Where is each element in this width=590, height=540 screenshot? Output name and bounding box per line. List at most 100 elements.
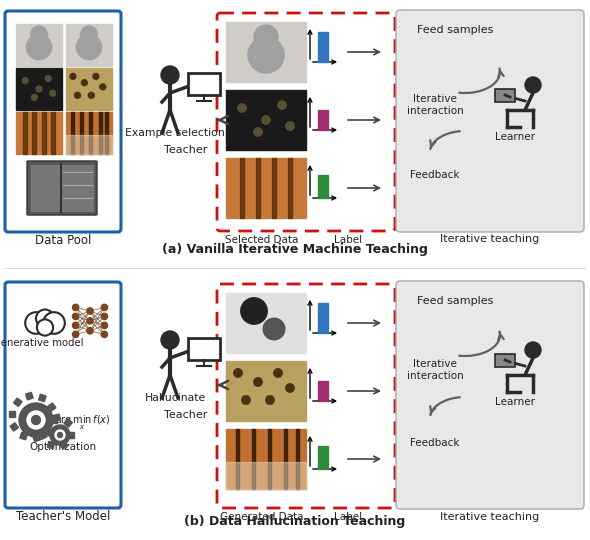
Text: Feedback: Feedback <box>410 438 460 448</box>
Circle shape <box>101 304 107 310</box>
Text: Label: Label <box>334 512 362 522</box>
Bar <box>14 398 22 407</box>
Circle shape <box>50 425 70 445</box>
Bar <box>99 112 101 154</box>
Bar <box>495 89 515 102</box>
Bar <box>226 158 306 218</box>
Text: Feed samples: Feed samples <box>417 296 493 306</box>
Circle shape <box>254 378 262 386</box>
Circle shape <box>286 384 294 392</box>
Circle shape <box>101 322 107 328</box>
Bar <box>16 24 62 66</box>
Bar <box>284 429 287 489</box>
Circle shape <box>55 430 65 440</box>
Circle shape <box>27 411 45 429</box>
Bar <box>42 112 45 154</box>
Circle shape <box>31 415 41 424</box>
Bar <box>31 165 93 211</box>
Bar <box>226 293 306 353</box>
Bar <box>64 418 73 427</box>
Circle shape <box>73 322 78 328</box>
Bar <box>80 112 83 154</box>
Circle shape <box>286 122 294 130</box>
Circle shape <box>76 35 101 60</box>
Bar <box>32 112 37 154</box>
Bar <box>33 434 41 442</box>
Bar <box>44 428 53 436</box>
Bar <box>9 411 15 417</box>
Circle shape <box>73 304 78 310</box>
Circle shape <box>248 37 284 73</box>
Bar <box>226 361 306 421</box>
Text: Feed samples: Feed samples <box>417 25 493 35</box>
Bar <box>66 24 112 66</box>
Circle shape <box>101 313 107 320</box>
FancyBboxPatch shape <box>396 281 584 509</box>
FancyBboxPatch shape <box>5 282 121 508</box>
FancyBboxPatch shape <box>27 161 97 215</box>
Bar <box>268 429 271 489</box>
Bar <box>318 446 328 469</box>
Text: Optimization: Optimization <box>30 442 97 452</box>
Bar <box>47 441 54 449</box>
Bar <box>66 135 112 154</box>
Circle shape <box>50 90 55 96</box>
Circle shape <box>22 78 28 84</box>
Circle shape <box>87 318 93 324</box>
Bar <box>236 429 239 489</box>
Text: Teacher's Model: Teacher's Model <box>16 510 110 523</box>
Circle shape <box>31 94 37 100</box>
Text: Feedback: Feedback <box>410 170 460 180</box>
Circle shape <box>234 369 242 377</box>
Circle shape <box>27 35 51 60</box>
Text: (b) Data Hallucination Teaching: (b) Data Hallucination Teaching <box>184 516 406 529</box>
Text: Learner: Learner <box>495 132 535 142</box>
Bar <box>318 174 328 198</box>
Circle shape <box>74 92 80 98</box>
Bar <box>89 112 92 154</box>
Circle shape <box>241 298 267 324</box>
Circle shape <box>73 313 78 320</box>
Circle shape <box>278 101 286 109</box>
Circle shape <box>93 73 99 79</box>
Circle shape <box>88 92 94 98</box>
Circle shape <box>37 319 53 335</box>
FancyBboxPatch shape <box>5 11 121 232</box>
Bar <box>296 429 299 489</box>
Text: (a) Vanilla Iterative Machine Teaching: (a) Vanilla Iterative Machine Teaching <box>162 244 428 256</box>
Text: Learner: Learner <box>495 397 535 407</box>
Text: Teacher: Teacher <box>164 410 208 420</box>
Text: Generative model: Generative model <box>0 338 83 348</box>
Bar <box>25 393 33 400</box>
Text: Iterative teaching: Iterative teaching <box>440 512 540 522</box>
Circle shape <box>161 66 179 84</box>
Text: Generated Data: Generated Data <box>220 512 304 522</box>
Circle shape <box>161 331 179 349</box>
Circle shape <box>254 25 278 49</box>
Circle shape <box>25 312 47 334</box>
Text: $\arg\min_x\,f(x)$: $\arg\min_x\,f(x)$ <box>55 414 111 432</box>
Bar <box>256 158 260 218</box>
Circle shape <box>238 104 246 112</box>
FancyBboxPatch shape <box>396 10 584 232</box>
Bar <box>66 68 112 110</box>
Circle shape <box>31 26 47 43</box>
Bar <box>272 158 276 218</box>
Text: Iterative
interaction: Iterative interaction <box>407 359 463 381</box>
Bar <box>51 112 55 154</box>
Circle shape <box>70 73 76 79</box>
Bar <box>188 73 220 95</box>
Circle shape <box>81 26 97 43</box>
Circle shape <box>19 403 53 437</box>
Bar <box>71 112 74 154</box>
Circle shape <box>525 77 541 93</box>
Text: Selected Data: Selected Data <box>225 235 299 245</box>
Circle shape <box>101 331 107 338</box>
Bar <box>23 112 27 154</box>
Text: Iterative teaching: Iterative teaching <box>440 234 540 244</box>
Bar <box>10 423 18 431</box>
Bar <box>188 338 220 360</box>
Circle shape <box>254 128 262 136</box>
Bar <box>495 354 515 367</box>
Circle shape <box>73 331 78 338</box>
